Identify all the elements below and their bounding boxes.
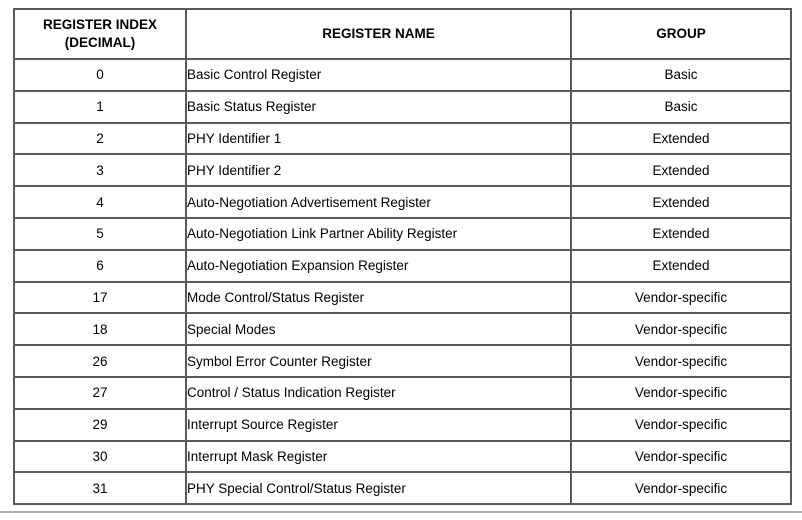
register-group-cell: Vendor-specific — [570, 312, 792, 347]
register-index-cell: 5 — [13, 216, 187, 251]
register-index-cell: 1 — [13, 89, 187, 124]
register-name-cell: Mode Control/Status Register — [185, 280, 572, 315]
register-group-cell: Basic — [570, 89, 792, 124]
col-header-group: GROUP — [570, 8, 792, 60]
register-name-cell: Symbol Error Counter Register — [185, 344, 572, 378]
table-row: 18 Special Modes Vendor-specific — [13, 312, 792, 347]
register-group-cell: Vendor-specific — [570, 344, 792, 378]
register-name-cell: Auto-Negotiation Advertisement Register — [185, 185, 572, 219]
col-header-register-index: REGISTER INDEX (DECIMAL) — [13, 8, 187, 60]
table-row: 3 PHY Identifier 2 Extended — [13, 153, 792, 188]
register-name-cell: Special Modes — [185, 312, 572, 347]
register-name-cell: Control / Status Indication Register — [185, 375, 572, 410]
register-name-cell: Interrupt Mask Register — [185, 439, 572, 474]
register-name-cell: PHY Identifier 2 — [185, 153, 572, 188]
register-index-cell: 18 — [13, 312, 187, 347]
register-group-cell: Extended — [570, 153, 792, 188]
table-row: 29 Interrupt Source Register Vendor-spec… — [13, 407, 792, 442]
table-row: 30 Interrupt Mask Register Vendor-specif… — [13, 439, 792, 474]
register-group-cell: Extended — [570, 216, 792, 251]
register-group-cell: Vendor-specific — [570, 375, 792, 410]
register-name-cell: PHY Special Control/Status Register — [185, 471, 572, 506]
register-name-cell: Interrupt Source Register — [185, 407, 572, 442]
table-row: 26 Symbol Error Counter Register Vendor-… — [13, 344, 792, 378]
table-row: 4 Auto-Negotiation Advertisement Registe… — [13, 185, 792, 219]
table-row: 1 Basic Status Register Basic — [13, 89, 792, 124]
register-group-cell: Vendor-specific — [570, 439, 792, 474]
table-header: REGISTER INDEX (DECIMAL) REGISTER NAME G… — [13, 8, 792, 60]
table-body: 0 Basic Control Register Basic 1 Basic S… — [13, 58, 792, 506]
register-index-cell: 2 — [13, 121, 187, 156]
table-row: 6 Auto-Negotiation Expansion Register Ex… — [13, 248, 792, 283]
register-name-cell: Basic Control Register — [185, 58, 572, 92]
table-row: 5 Auto-Negotiation Link Partner Ability … — [13, 216, 792, 251]
col-header-register-name: REGISTER NAME — [185, 8, 572, 60]
register-index-cell: 6 — [13, 248, 187, 283]
register-group-cell: Vendor-specific — [570, 471, 792, 506]
register-group-cell: Extended — [570, 248, 792, 283]
register-index-cell: 0 — [13, 58, 187, 92]
register-group-cell: Basic — [570, 58, 792, 92]
register-group-cell: Vendor-specific — [570, 407, 792, 442]
register-index-cell: 29 — [13, 407, 187, 442]
table-row: 31 PHY Special Control/Status Register V… — [13, 471, 792, 506]
register-index-cell: 27 — [13, 375, 187, 410]
page-bottom-rule — [0, 511, 802, 513]
register-index-cell: 31 — [13, 471, 187, 506]
table-row: 27 Control / Status Indication Register … — [13, 375, 792, 410]
register-index-cell: 4 — [13, 185, 187, 219]
register-name-cell: Basic Status Register — [185, 89, 572, 124]
table-row: 0 Basic Control Register Basic — [13, 58, 792, 92]
table-row: 17 Mode Control/Status Register Vendor-s… — [13, 280, 792, 315]
register-group-cell: Extended — [570, 121, 792, 156]
register-name-cell: Auto-Negotiation Link Partner Ability Re… — [185, 216, 572, 251]
register-table: REGISTER INDEX (DECIMAL) REGISTER NAME G… — [13, 8, 792, 506]
register-group-cell: Vendor-specific — [570, 280, 792, 315]
table-row: 2 PHY Identifier 1 Extended — [13, 121, 792, 156]
register-name-cell: PHY Identifier 1 — [185, 121, 572, 156]
register-group-cell: Extended — [570, 185, 792, 219]
register-index-cell: 26 — [13, 344, 187, 378]
register-index-cell: 17 — [13, 280, 187, 315]
register-index-cell: 3 — [13, 153, 187, 188]
register-index-cell: 30 — [13, 439, 187, 474]
header-row: REGISTER INDEX (DECIMAL) REGISTER NAME G… — [13, 8, 792, 60]
register-name-cell: Auto-Negotiation Expansion Register — [185, 248, 572, 283]
